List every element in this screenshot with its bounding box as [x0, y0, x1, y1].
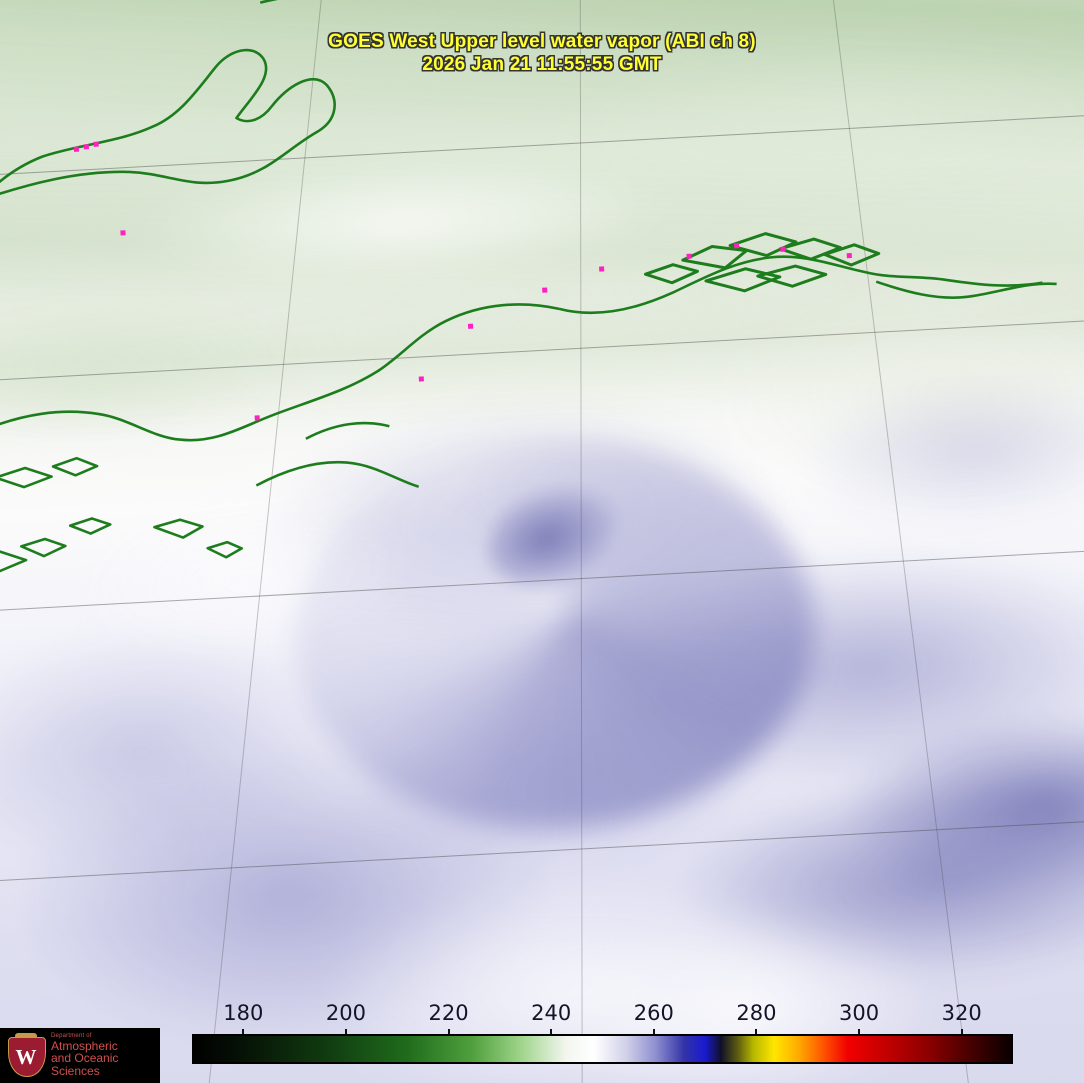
colorbar-tick-240: 240 — [531, 1001, 572, 1025]
logo-line-department: Department of — [51, 1033, 92, 1040]
city-markers — [73, 141, 852, 421]
colorbar-tickmark-320 — [960, 1029, 963, 1038]
logo-text: Department of Atmospheric and Oceanic Sc… — [51, 1033, 160, 1078]
crest-crown — [15, 1033, 37, 1040]
colorbar-tick-280: 280 — [736, 1001, 777, 1025]
colorbar-tickmark-200 — [344, 1029, 347, 1038]
colorbar-tick-220: 220 — [428, 1001, 469, 1025]
crest-letter: W — [15, 1044, 37, 1069]
uw-aos-logo: W Department of Atmospheric and Oceanic … — [0, 1028, 160, 1083]
colorbar-tickmark-240 — [550, 1029, 553, 1038]
crest-shield — [8, 1037, 46, 1077]
colorbar-tick-labels: 180 200 220 240 260 280 300 320 — [192, 1001, 1013, 1038]
uw-crest-icon: W — [4, 1032, 48, 1079]
logo-line-oceanic: and Oceanic Sciences — [51, 1051, 119, 1079]
colorbar-tick-200: 200 — [325, 1001, 366, 1025]
colorbar-tickmark-220 — [447, 1029, 450, 1038]
colorbar-tickmark-180 — [242, 1029, 245, 1038]
colorbar-tickmark-300 — [858, 1029, 861, 1038]
colorbar-tick-300: 300 — [839, 1001, 880, 1025]
colorbar-panel: 180 200 220 240 260 280 300 320 — [0, 997, 1084, 1083]
colorbar-tick-180: 180 — [223, 1001, 264, 1025]
colorbar-tickmark-280 — [755, 1029, 758, 1038]
colorbar-tick-260: 260 — [633, 1001, 674, 1025]
colorbar-gradient — [192, 1034, 1013, 1064]
colorbar-tick-320: 320 — [941, 1001, 982, 1025]
logo-line-atmospheric: Atmospheric — [51, 1038, 118, 1053]
colorbar-tickmark-260 — [652, 1029, 655, 1038]
